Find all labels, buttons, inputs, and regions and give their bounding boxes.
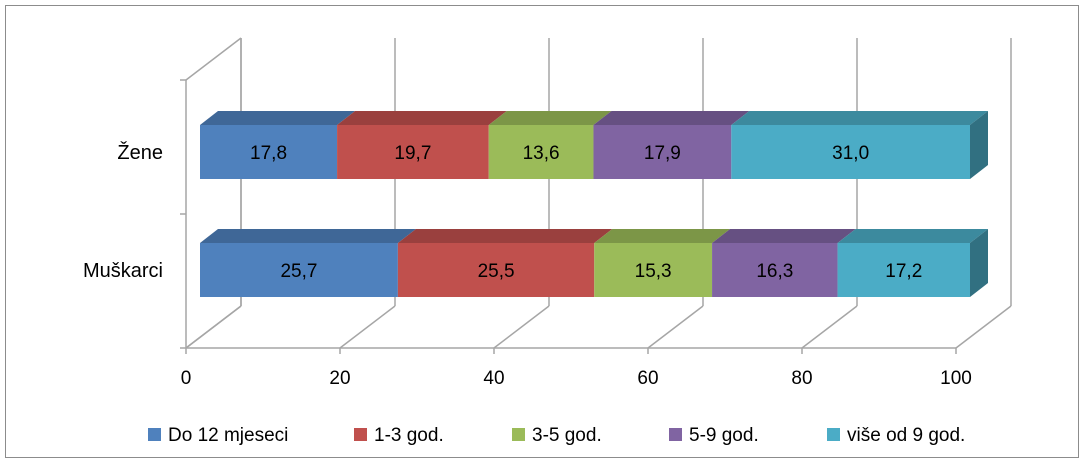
bar-top-face bbox=[337, 111, 507, 125]
bar-segment: 16,3 bbox=[712, 229, 856, 297]
bar-segment: 17,8 bbox=[200, 111, 355, 179]
legend-swatch bbox=[354, 428, 367, 441]
data-label: 19,7 bbox=[394, 143, 431, 164]
x-tick-label: 60 bbox=[637, 368, 658, 389]
bar-segment: 31,0 bbox=[731, 111, 988, 179]
x-tick-label: 40 bbox=[483, 368, 504, 389]
bar-top-face bbox=[838, 229, 988, 243]
data-label: 25,5 bbox=[478, 261, 515, 282]
bar-segment: 13,6 bbox=[489, 111, 612, 179]
x-tick-label: 0 bbox=[181, 368, 192, 389]
x-tick-label: 100 bbox=[940, 368, 972, 389]
legend-item: više od 9 god. bbox=[827, 425, 965, 446]
legend-swatch bbox=[148, 428, 161, 441]
legend-label: 3-5 god. bbox=[532, 425, 602, 446]
bar-segment: 17,9 bbox=[593, 111, 749, 179]
bar-segment: 19,7 bbox=[337, 111, 507, 179]
data-label: 13,6 bbox=[523, 143, 560, 164]
data-label: 25,7 bbox=[280, 261, 317, 282]
legend-label: 5-9 god. bbox=[689, 425, 759, 446]
y-category-label: Žene bbox=[117, 141, 163, 164]
bar-top-face bbox=[593, 111, 749, 125]
bar-segment: 15,3 bbox=[594, 229, 730, 297]
data-label: 17,2 bbox=[885, 261, 922, 282]
data-label: 17,9 bbox=[644, 143, 681, 164]
legend-item: Do 12 mjeseci bbox=[148, 425, 288, 446]
bar-top-face bbox=[200, 111, 355, 125]
bar-segment: 17,2 bbox=[838, 229, 988, 297]
x-tick-label: 20 bbox=[329, 368, 350, 389]
data-label: 16,3 bbox=[756, 261, 793, 282]
bar-top-face bbox=[731, 111, 988, 125]
bar-top-face bbox=[594, 229, 730, 243]
bar-top-face bbox=[489, 111, 612, 125]
legend-label: više od 9 god. bbox=[847, 425, 965, 446]
legend-label: 1-3 god. bbox=[374, 425, 444, 446]
legend-swatch bbox=[512, 428, 525, 441]
x-tick-label: 80 bbox=[791, 368, 812, 389]
y-category-label: Muškarci bbox=[83, 260, 163, 282]
data-label: 31,0 bbox=[832, 143, 869, 164]
bar-segment: 25,5 bbox=[398, 229, 612, 297]
bar-top-face bbox=[200, 229, 416, 243]
legend-swatch bbox=[827, 428, 840, 441]
bar-top-face bbox=[712, 229, 856, 243]
bar-top-face bbox=[398, 229, 612, 243]
data-label: 17,8 bbox=[250, 143, 287, 164]
data-label: 15,3 bbox=[635, 261, 672, 282]
legend-swatch bbox=[669, 428, 682, 441]
legend-label: Do 12 mjeseci bbox=[168, 425, 288, 446]
bar-segment: 25,7 bbox=[200, 229, 416, 297]
